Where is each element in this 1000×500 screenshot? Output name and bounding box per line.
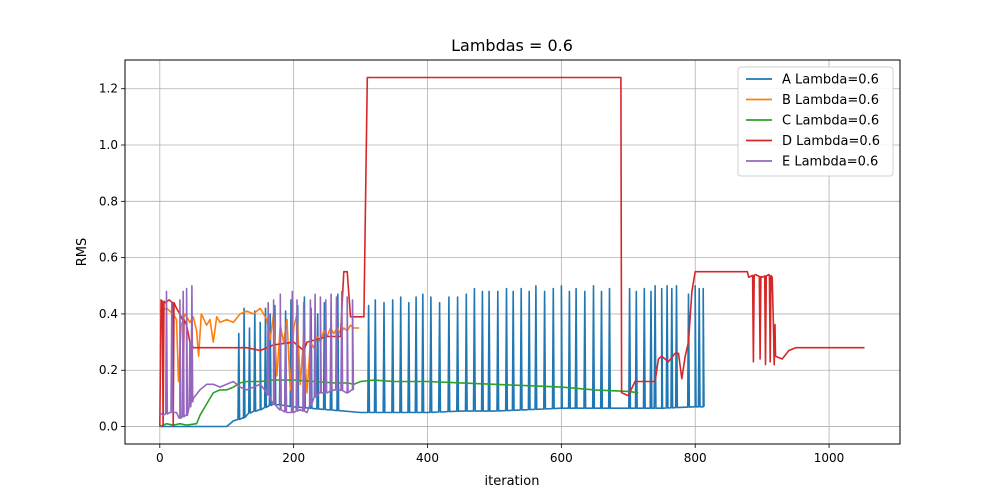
- y-tick-label: 0.0: [99, 420, 118, 434]
- series-line-e: [159, 285, 355, 419]
- legend-label-d: D Lambda=0.6: [782, 134, 880, 149]
- y-tick-label: 0.4: [99, 307, 118, 321]
- series-line-c: [159, 379, 639, 428]
- plot-area: [159, 76, 865, 428]
- legend-box: [737, 66, 894, 177]
- series-group: [159, 76, 865, 428]
- legend-label-e: E Lambda=0.6: [782, 155, 878, 170]
- x-tick-label: 400: [416, 451, 439, 465]
- x-axis-label: iteration: [485, 474, 540, 489]
- y-tick-label: 1.2: [99, 82, 118, 96]
- y-tick-label: 1.0: [99, 138, 118, 152]
- y-axis-label: RMS: [75, 238, 90, 267]
- y-tick-label: 0.8: [99, 194, 118, 208]
- x-tick-label: 0: [156, 451, 164, 465]
- chart-title: Lambdas = 0.6: [451, 36, 573, 55]
- x-tick-label: 200: [282, 451, 305, 465]
- y-axis: 0.0 0.2 0.4 0.6 0.8 1.0 1.2: [99, 82, 125, 434]
- plot-frame: [124, 59, 901, 445]
- x-tick-label: 1000: [814, 451, 845, 465]
- y-tick-label: 0.2: [99, 363, 118, 377]
- legend: A Lambda=0.6 B Lambda=0.6 C Lambda=0.6 D La…: [737, 66, 894, 177]
- x-tick-label: 800: [684, 451, 707, 465]
- legend-label-a: A Lambda=0.6: [782, 73, 879, 88]
- y-tick-label: 0.6: [99, 251, 118, 265]
- legend-label-c: C Lambda=0.6: [782, 114, 879, 129]
- legend-label-b: B Lambda=0.6: [782, 93, 879, 108]
- x-axis: 0 200 400 600 800 1000: [156, 444, 844, 465]
- x-tick-label: 600: [550, 451, 573, 465]
